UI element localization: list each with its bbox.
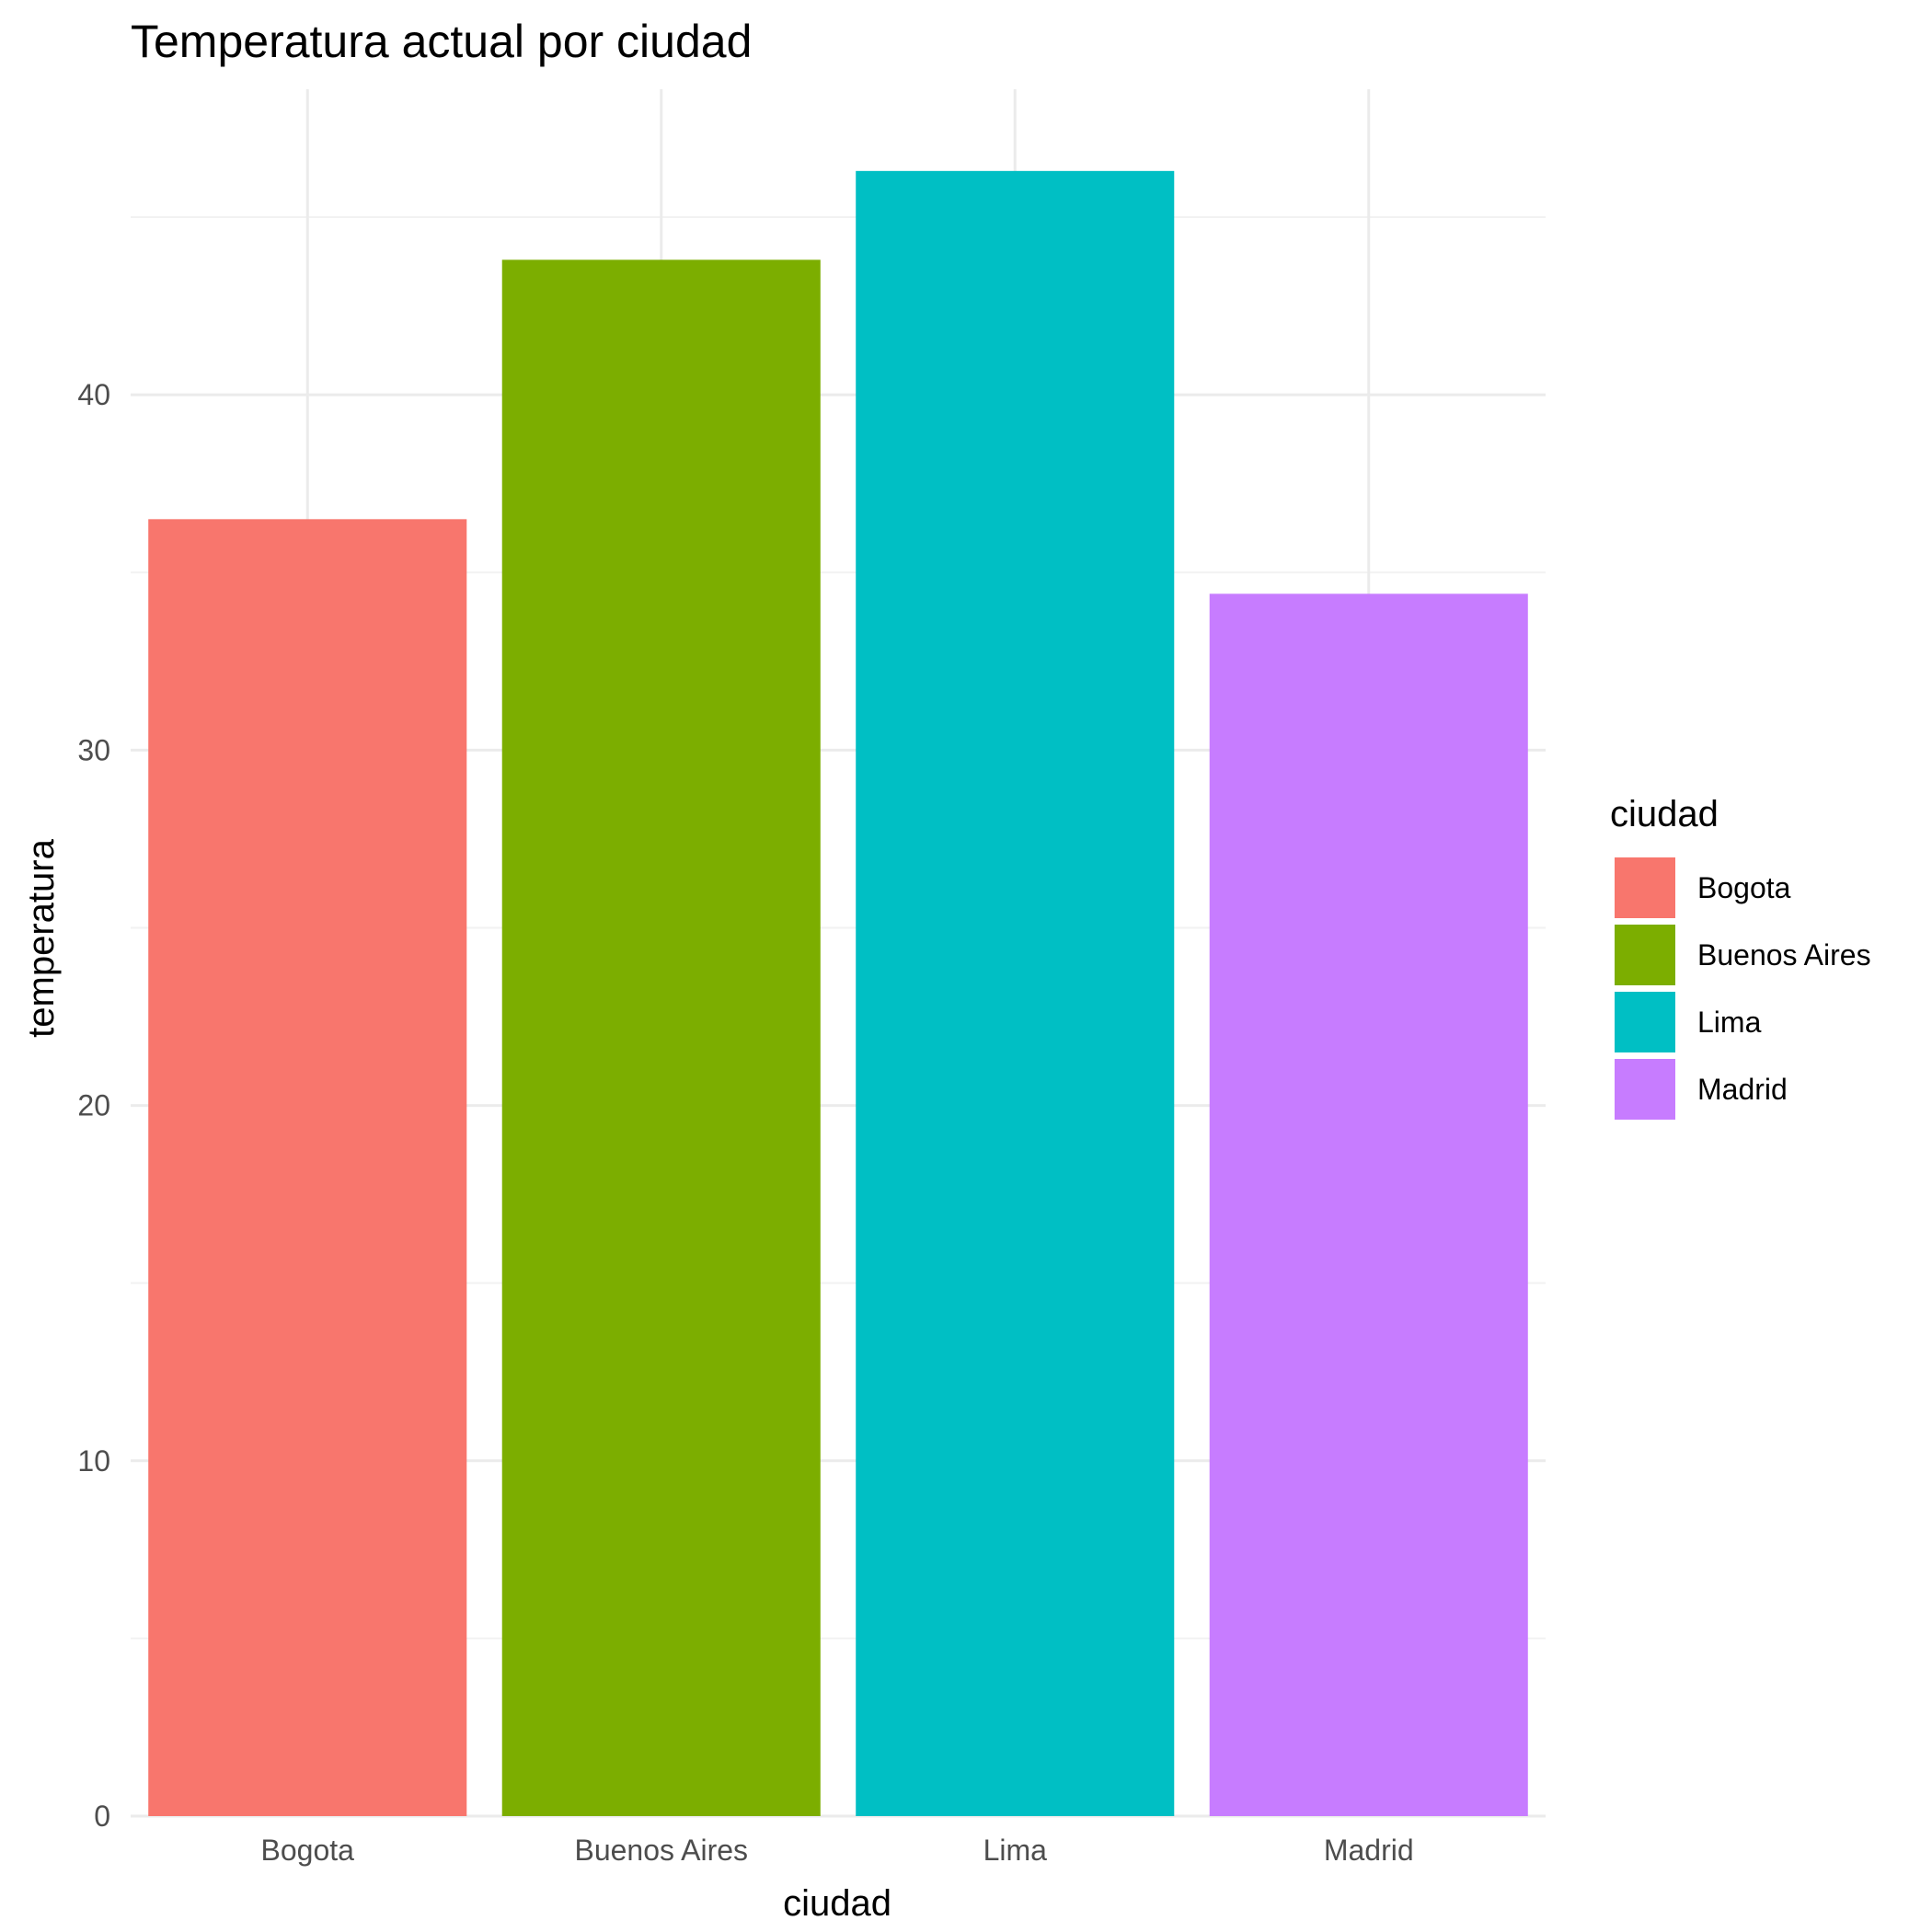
x-axis-title: ciudad — [783, 1883, 891, 1924]
x-tick-label: Lima — [983, 1834, 1048, 1867]
x-tick-label: Buenos Aires — [574, 1834, 748, 1867]
y-axis-title: temperatura — [21, 838, 62, 1037]
bar-madrid — [1209, 593, 1528, 1817]
legend-swatch — [1615, 925, 1675, 985]
legend-items: Bogota Buenos Aires Lima Madrid — [1615, 857, 1871, 1120]
y-tick-label: 40 — [77, 378, 110, 411]
bar-buenos-aires — [501, 259, 821, 1817]
bar-lima — [856, 170, 1175, 1816]
legend: ciudad Bogota Buenos Aires Lima Madrid — [1610, 794, 1871, 1120]
x-tick-label: Madrid — [1324, 1834, 1414, 1867]
bar-bogota — [148, 519, 467, 1817]
legend-label: Madrid — [1697, 1073, 1788, 1106]
legend-title: ciudad — [1610, 794, 1719, 834]
legend-label: Bogota — [1697, 871, 1791, 904]
y-tick-label: 30 — [77, 733, 110, 766]
y-tick-label: 10 — [77, 1444, 110, 1478]
y-axis-ticks: 0 10 20 30 40 — [77, 378, 110, 1833]
chart-title: Temperatura actual por ciudad — [131, 16, 752, 67]
x-axis-ticks: Bogota Buenos Aires Lima Madrid — [261, 1834, 1414, 1867]
legend-swatch — [1615, 1059, 1675, 1120]
legend-label: Lima — [1697, 1006, 1762, 1039]
y-tick-label: 20 — [77, 1089, 110, 1122]
legend-swatch — [1615, 992, 1675, 1052]
bars — [148, 170, 1528, 1817]
y-tick-label: 0 — [94, 1800, 110, 1833]
x-tick-label: Bogota — [261, 1834, 355, 1867]
legend-label: Buenos Aires — [1697, 938, 1871, 972]
legend-swatch — [1615, 857, 1675, 918]
